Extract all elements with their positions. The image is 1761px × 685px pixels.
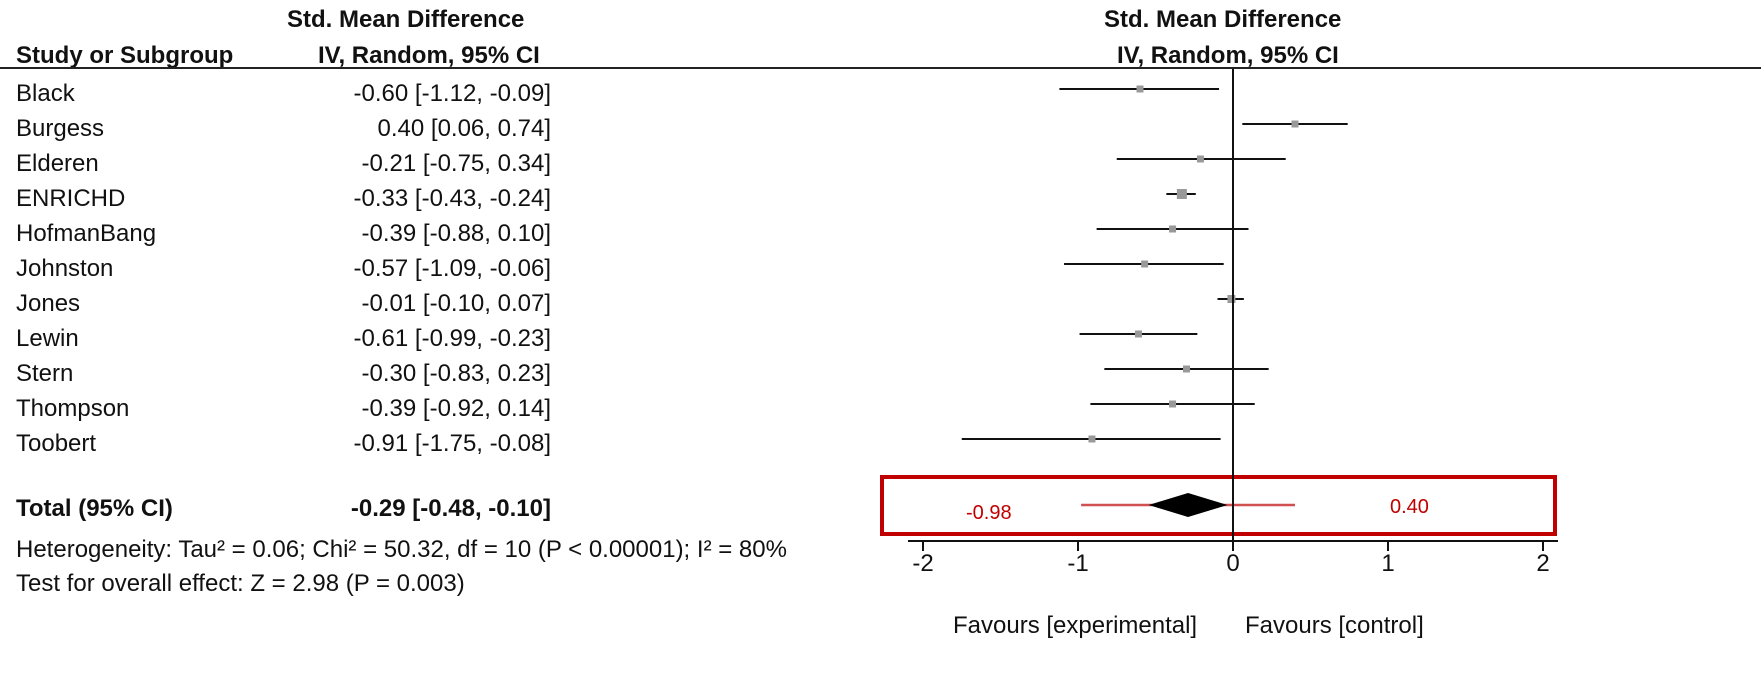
study-point (1196, 155, 1204, 163)
header-study-label: Study or Subgroup (16, 42, 234, 69)
study-name: HofmanBang (16, 220, 157, 247)
pooled-diamond (1148, 493, 1228, 517)
study-name: Burgess (16, 115, 105, 142)
study-ci: 0.40 [0.06, 0.74] (377, 115, 551, 142)
study-ci: -0.57 [-1.09, -0.06] (353, 255, 551, 282)
x-tick-label: 1 (1381, 550, 1394, 577)
heterogeneity-text: Heterogeneity: Tau² = 0.06; Chi² = 50.32… (16, 536, 787, 563)
x-tick-label: 2 (1536, 550, 1549, 577)
pi-lower-label: -0.98 (966, 502, 1012, 524)
study-ci: -0.39 [-0.92, 0.14] (361, 395, 551, 422)
study-point (1176, 189, 1187, 199)
study-ci: -0.61 [-0.99, -0.23] (353, 325, 551, 352)
study-point (1291, 120, 1299, 128)
prediction-interval-box (880, 475, 1557, 536)
study-ci: -0.39 [-0.88, 0.10] (361, 220, 551, 247)
x-tick-label: -1 (1067, 550, 1088, 577)
overall-effect-text: Test for overall effect: Z = 2.98 (P = 0… (16, 570, 465, 597)
study-point (1141, 260, 1149, 268)
header-rule (0, 67, 1761, 69)
x-tick-label: 0 (1226, 550, 1239, 577)
header-effect-line1: Std. Mean Difference (287, 6, 525, 33)
favours-left-label: Favours [experimental] (953, 612, 1197, 639)
study-name: Black (16, 80, 75, 107)
x-tick-label: -2 (912, 550, 933, 577)
study-ci: -0.33 [-0.43, -0.24] (353, 185, 551, 212)
plot-header-line2: IV, Random, 95% CI (1117, 42, 1339, 69)
study-name: Toobert (16, 430, 97, 457)
study-name: Stern (16, 360, 74, 387)
study-point (1169, 400, 1177, 408)
pi-upper-label: 0.40 (1390, 496, 1429, 518)
study-point (1183, 365, 1190, 373)
study-name: Elderen (16, 150, 99, 177)
favours-right-label: Favours [control] (1245, 612, 1424, 639)
study-ci: -0.91 [-1.75, -0.08] (353, 430, 551, 457)
header-effect-line2: IV, Random, 95% CI (318, 42, 540, 69)
study-point (1134, 330, 1142, 338)
study-ci: -0.30 [-0.83, 0.23] (361, 360, 551, 387)
study-point (1169, 225, 1177, 233)
study-ci: -0.60 [-1.12, -0.09] (353, 80, 551, 107)
study-name: Thompson (16, 395, 130, 422)
total-ci: -0.29 [-0.48, -0.10] (350, 495, 551, 522)
plot-header-line1: Std. Mean Difference (1104, 6, 1342, 33)
study-name: Jones (16, 290, 81, 317)
total-label: Total (95% CI) (16, 495, 173, 522)
study-ci: -0.21 [-0.75, 0.34] (361, 150, 551, 177)
study-name: ENRICHD (16, 185, 126, 212)
study-name: Johnston (16, 255, 114, 282)
study-point (1136, 85, 1144, 93)
study-point (1088, 435, 1096, 443)
study-name: Lewin (16, 325, 79, 352)
study-point (1227, 295, 1236, 303)
study-ci: -0.01 [-0.10, 0.07] (361, 290, 551, 317)
